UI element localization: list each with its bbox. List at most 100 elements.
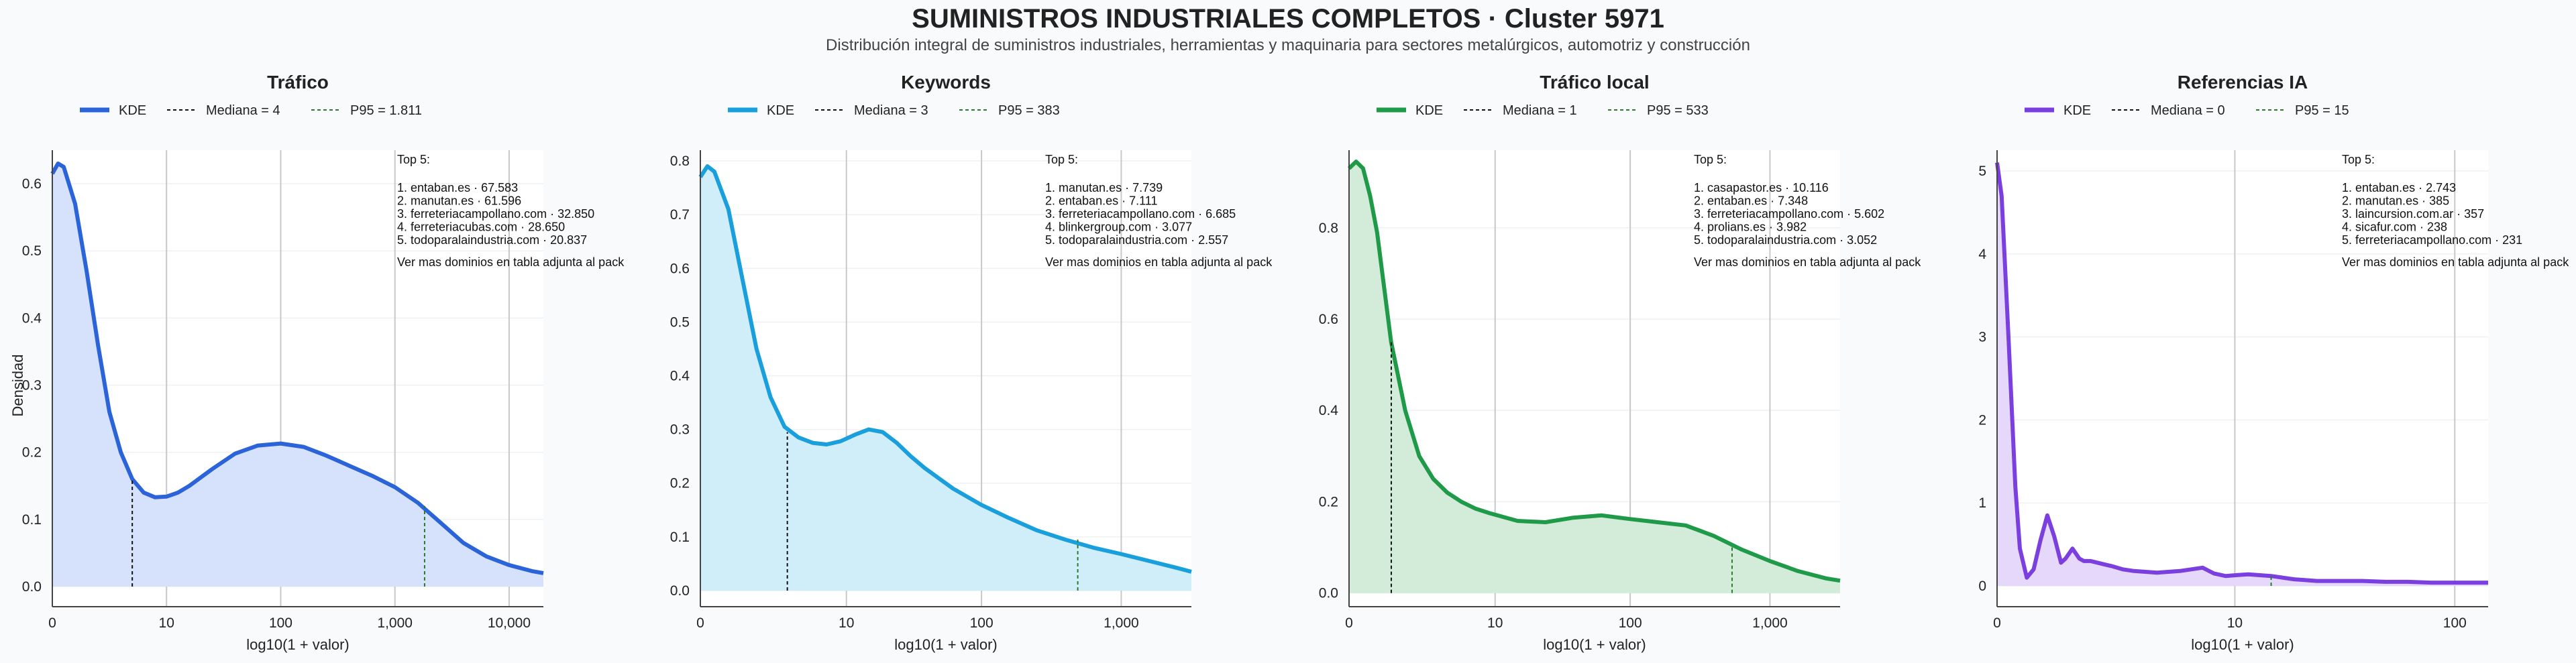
y-tick-label: 0.4 bbox=[670, 368, 690, 383]
x-tick-label: 1,000 bbox=[1104, 615, 1139, 631]
y-tick-label: 0.3 bbox=[22, 378, 42, 394]
top5-item: 1. entaban.es · 2.743 bbox=[2342, 181, 2456, 194]
y-axis-label: Densidad bbox=[9, 355, 26, 417]
chart-panel-2: 0.0 0.1 0.2 0.3 0.4 0.5 0.6 0.7 0.8 0 10 100 1,000 lo… bbox=[670, 72, 1273, 653]
x-tick-label: 0 bbox=[1993, 615, 2001, 631]
top5-header: Top 5: bbox=[1694, 153, 1727, 166]
top5-footer: Ver mas dominios en tabla adjunta al pac… bbox=[1694, 255, 1921, 269]
y-tick-label: 0.6 bbox=[670, 261, 690, 276]
chart-panel-3: 0.0 0.2 0.4 0.6 0.8 0 10 100 1,000 log10(1 + valo… bbox=[1319, 72, 1921, 653]
kde-area bbox=[52, 164, 543, 587]
top5-item: 5. ferreteriacampollano.com · 231 bbox=[2342, 233, 2522, 247]
page-title: SUMINISTROS INDUSTRIALES COMPLETOS · Clu… bbox=[912, 4, 1664, 34]
y-tick-label: 0.4 bbox=[1319, 403, 1339, 418]
y-tick-label: 5 bbox=[1978, 164, 1986, 179]
page-subtitle: Distribución integral de suministros ind… bbox=[826, 36, 1750, 54]
y-tick-label: 0.1 bbox=[670, 530, 690, 545]
top5-item: 1. manutan.es · 7.739 bbox=[1045, 181, 1163, 194]
legend-median-label: Mediana = 3 bbox=[854, 103, 928, 118]
chart-title: Tráfico bbox=[267, 72, 329, 93]
top5-item: 3. ferreteriacampollano.com · 6.685 bbox=[1045, 207, 1236, 221]
top5-footer: Ver mas dominios en tabla adjunta al pac… bbox=[2342, 255, 2569, 269]
y-tick-label: 0.8 bbox=[1319, 221, 1338, 236]
chart-panel-4: 0 1 2 3 4 5 0 10 100 log10(1 + valor) Referencias … bbox=[1978, 72, 2569, 653]
top5-item: 3. ferreteriacampollano.com · 5.602 bbox=[1694, 207, 1884, 221]
y-tick-label: 0.2 bbox=[1319, 494, 1338, 509]
y-tick-label: 0.7 bbox=[670, 207, 690, 223]
top5-item: 1. casapastor.es · 10.116 bbox=[1694, 181, 1829, 194]
top5-item: 3. ferreteriacampollano.com · 32.850 bbox=[397, 207, 594, 221]
legend-kde-label: KDE bbox=[1415, 103, 1443, 118]
top5-item: 5. todoparalaindustria.com · 2.557 bbox=[1045, 233, 1228, 247]
chart-title: Referencias IA bbox=[2178, 72, 2308, 93]
x-tick-label: 100 bbox=[970, 615, 994, 631]
y-tick-label: 0 bbox=[1978, 579, 1986, 594]
top5-item: 4. blinkergroup.com · 3.077 bbox=[1045, 221, 1192, 234]
x-tick-label: 100 bbox=[269, 615, 292, 631]
y-tick-label: 0.8 bbox=[670, 154, 690, 169]
legend-p95-label: P95 = 533 bbox=[1647, 103, 1709, 118]
top5-item: 2. entaban.es · 7.348 bbox=[1694, 194, 1808, 208]
top5-item: 1. entaban.es · 67.583 bbox=[397, 181, 518, 194]
y-tick-label: 0.3 bbox=[670, 422, 690, 438]
kde-line bbox=[1347, 160, 1841, 583]
x-tick-label: 10 bbox=[839, 615, 854, 631]
top5-item: 5. todoparalaindustria.com · 3.052 bbox=[1694, 233, 1877, 247]
legend-kde-label: KDE bbox=[119, 103, 146, 118]
y-tick-label: 0.0 bbox=[1319, 586, 1338, 601]
top5-item: 3. laincursion.com.ar · 357 bbox=[2342, 207, 2484, 221]
x-tick-label: 10 bbox=[159, 615, 174, 631]
y-tick-label: 2 bbox=[1978, 412, 1986, 428]
top5-item: 2. entaban.es · 7.111 bbox=[1045, 194, 1157, 208]
kde-area bbox=[1997, 162, 2488, 587]
top5-header: Top 5: bbox=[1045, 153, 1078, 166]
top5-header: Top 5: bbox=[397, 153, 430, 166]
y-tick-label: 4 bbox=[1978, 247, 1986, 262]
legend-median-label: Mediana = 4 bbox=[206, 103, 280, 118]
y-tick-label: 0.1 bbox=[22, 512, 42, 528]
x-axis-label: log10(1 + valor) bbox=[246, 636, 349, 653]
x-axis-label: log10(1 + valor) bbox=[1543, 636, 1646, 653]
x-tick-label: 1,000 bbox=[377, 615, 413, 631]
y-tick-label: 0.0 bbox=[670, 583, 690, 599]
kde-area bbox=[700, 166, 1191, 591]
legend-p95-label: P95 = 383 bbox=[998, 103, 1060, 118]
y-tick-label: 0.5 bbox=[22, 243, 42, 259]
legend-median-label: Mediana = 0 bbox=[2151, 103, 2225, 118]
legend-p95-label: P95 = 15 bbox=[2295, 103, 2349, 118]
x-tick-label: 100 bbox=[1619, 615, 1642, 631]
kde-area bbox=[1349, 162, 1840, 593]
chart-title: Keywords bbox=[901, 72, 991, 93]
y-tick-label: 0.2 bbox=[22, 445, 42, 461]
top5-footer: Ver mas dominios en tabla adjunta al pac… bbox=[1045, 255, 1273, 269]
kde-line bbox=[1995, 162, 2488, 585]
kde-line bbox=[698, 164, 1192, 574]
y-tick-label: 0.5 bbox=[670, 314, 690, 330]
x-tick-label: 0 bbox=[1345, 615, 1353, 631]
chart-title: Tráfico local bbox=[1540, 72, 1649, 93]
top5-item: 5. todoparalaindustria.com · 20.837 bbox=[397, 233, 587, 247]
legend-median-label: Mediana = 1 bbox=[1503, 103, 1577, 118]
top5-header: Top 5: bbox=[2342, 153, 2375, 166]
top5-item: 4. prolians.es · 3.982 bbox=[1694, 221, 1807, 234]
x-axis-label: log10(1 + valor) bbox=[2191, 636, 2294, 653]
x-tick-label: 10,000 bbox=[488, 615, 531, 631]
y-tick-label: 0.6 bbox=[1319, 312, 1338, 327]
y-tick-label: 1 bbox=[1978, 495, 1986, 511]
x-tick-label: 10 bbox=[1487, 615, 1503, 631]
y-tick-label: 0.0 bbox=[22, 579, 42, 595]
y-tick-label: 0.6 bbox=[22, 176, 42, 192]
top5-item: 4. sicafur.com · 238 bbox=[2342, 221, 2447, 234]
x-tick-label: 0 bbox=[48, 615, 56, 631]
x-tick-label: 1,000 bbox=[1752, 615, 1788, 631]
legend-p95-label: P95 = 1.811 bbox=[350, 103, 422, 118]
legend-kde-label: KDE bbox=[2063, 103, 2091, 118]
y-tick-label: 0.2 bbox=[670, 476, 690, 491]
x-axis-label: log10(1 + valor) bbox=[894, 636, 997, 653]
top5-item: 4. ferreteriacubas.com · 28.650 bbox=[397, 221, 565, 234]
top5-footer: Ver mas dominios en tabla adjunta al pac… bbox=[397, 255, 625, 269]
x-tick-label: 0 bbox=[696, 615, 704, 631]
chart-panel-1: 0.0 0.1 0.2 0.3 0.4 0.5 0.6 0 10 100 1,000 10,000 lo… bbox=[22, 72, 625, 653]
y-tick-label: 0.4 bbox=[22, 310, 42, 326]
